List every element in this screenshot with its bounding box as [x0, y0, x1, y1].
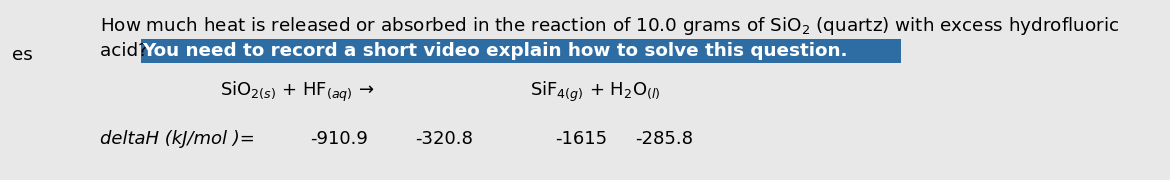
Text: acid?: acid?: [99, 42, 153, 60]
Text: -910.9: -910.9: [310, 130, 367, 148]
FancyBboxPatch shape: [142, 39, 901, 63]
Text: deltaH (kJ/mol )=: deltaH (kJ/mol )=: [99, 130, 261, 148]
Text: How much heat is released or absorbed in the reaction of 10.0 grams of SiO$_2$ (: How much heat is released or absorbed in…: [99, 15, 1120, 37]
Text: -285.8: -285.8: [635, 130, 693, 148]
Text: SiO$_{2(s)}$ + HF$_{(aq)}$ →: SiO$_{2(s)}$ + HF$_{(aq)}$ →: [220, 80, 374, 104]
Text: You need to record a short video explain how to solve this question.: You need to record a short video explain…: [142, 42, 847, 60]
Text: es: es: [12, 46, 33, 64]
Text: SiF$_{4(g)}$ + H$_2$O$_{(l)}$: SiF$_{4(g)}$ + H$_2$O$_{(l)}$: [530, 80, 661, 104]
Text: -1615: -1615: [555, 130, 607, 148]
Text: -320.8: -320.8: [415, 130, 473, 148]
